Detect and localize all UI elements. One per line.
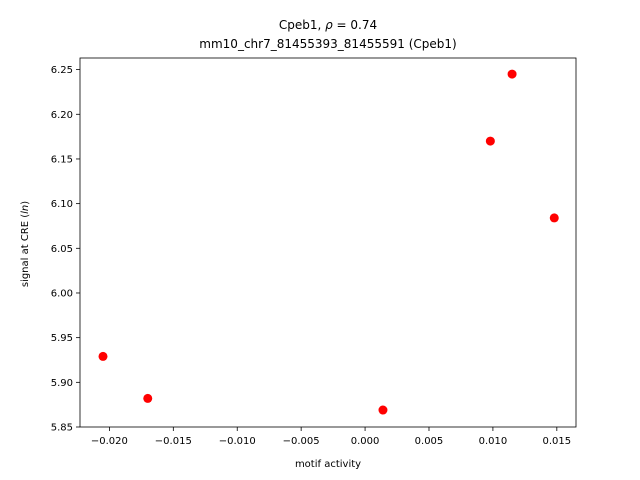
y-tick-label: 6.10 xyxy=(51,199,73,210)
x-axis-label: motif activity xyxy=(295,459,361,470)
data-point xyxy=(143,393,153,403)
data-point xyxy=(507,69,517,79)
x-tick-label: 0.000 xyxy=(351,436,380,447)
x-tick-label: 0.005 xyxy=(415,436,444,447)
y-tick-label: 5.85 xyxy=(51,423,73,434)
chart-title-line1: Cpeb1, ρ = 0.74 xyxy=(279,18,377,32)
y-tick-label: 6.05 xyxy=(51,244,73,255)
x-tick-label: −0.020 xyxy=(91,436,128,447)
y-tick-label: 6.15 xyxy=(51,154,73,165)
y-tick-label: 6.00 xyxy=(51,288,73,299)
data-point xyxy=(549,213,559,223)
x-tick-label: −0.010 xyxy=(219,436,256,447)
x-tick-label: 0.015 xyxy=(543,436,572,447)
plot-area: −0.020 −0.015 −0.010 −0.005 0.000 0.005 0.010 0… xyxy=(51,57,577,447)
y-tick-label: 6.20 xyxy=(51,110,73,121)
y-tick-label: 5.90 xyxy=(51,378,73,389)
chart-title-line2: mm10_chr7_81455393_81455591 (Cpeb1) xyxy=(199,37,456,51)
data-point xyxy=(378,405,388,415)
data-point xyxy=(98,351,108,361)
y-tick-label: 5.95 xyxy=(51,333,73,344)
y-axis-label: signal at CRE (ln) xyxy=(20,201,31,287)
x-tick-label: −0.005 xyxy=(283,436,320,447)
x-tick-label: −0.015 xyxy=(155,436,192,447)
axes-frame xyxy=(79,57,577,428)
data-point xyxy=(485,136,495,146)
y-tick-label: 6.25 xyxy=(51,65,73,76)
x-tick-label: 0.010 xyxy=(479,436,508,447)
